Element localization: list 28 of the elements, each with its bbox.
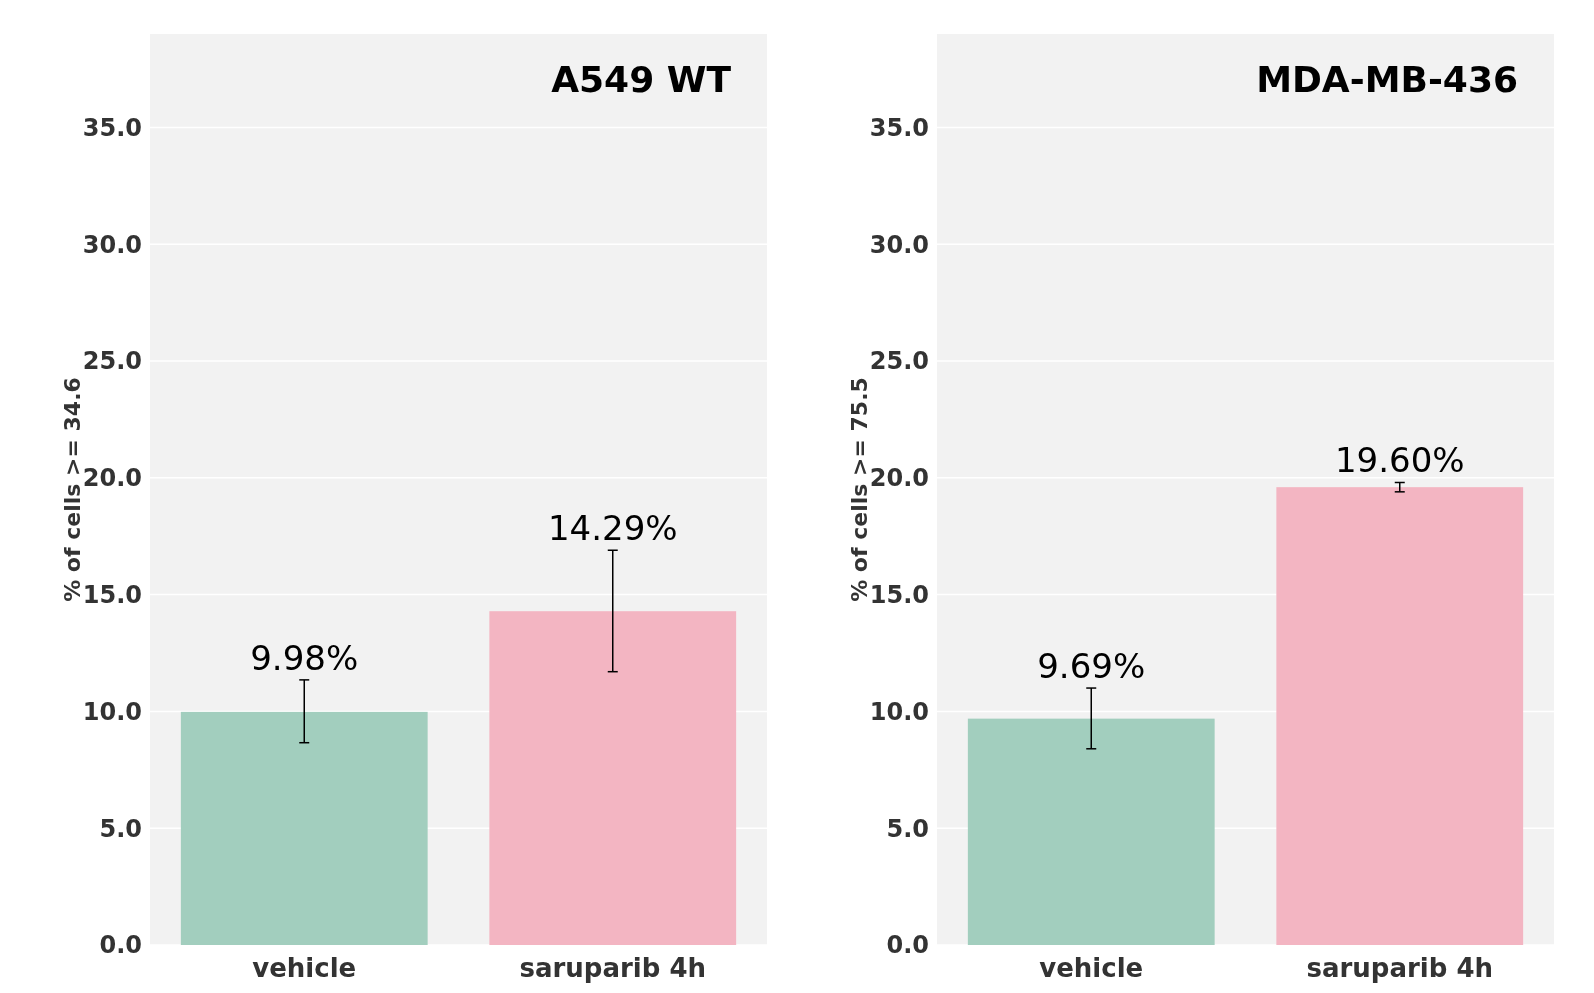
data-label: 9.98%: [250, 637, 359, 678]
x-tick-label: vehicle: [1039, 953, 1144, 983]
y-tick-label: 10.0: [869, 697, 929, 726]
y-tick-label: 25.0: [82, 347, 142, 376]
y-tick-label: 20.0: [82, 464, 142, 493]
x-tick-label: saruparib 4h: [1306, 953, 1494, 983]
y-tick-label: 15.0: [869, 581, 929, 610]
y-tick-label: 30.0: [869, 230, 929, 259]
y-tick-label: 30.0: [82, 230, 142, 259]
text: MDA-MB-436: [1256, 59, 1518, 100]
y-tick-label: 25.0: [869, 347, 929, 376]
y-tick-label: 5.0: [99, 814, 142, 843]
y-tick-label: 5.0: [886, 814, 929, 843]
text: A549 WT: [551, 59, 732, 100]
y-tick-label: 35.0: [82, 113, 142, 142]
data-label: 14.29%: [547, 508, 678, 549]
y-tick-label: 10.0: [82, 697, 142, 726]
y-tick-label: 35.0: [869, 113, 929, 142]
y-axis-title: % of cells >= 34.6: [60, 377, 85, 602]
y-tick-label: 0.0: [886, 931, 929, 960]
data-label: 9.69%: [1037, 646, 1146, 687]
y-tick-label: 15.0: [82, 581, 142, 610]
x-tick-label: saruparib 4h: [519, 953, 707, 983]
y-tick-label: 0.0: [99, 931, 142, 960]
y-axis-title: % of cells >= 75.5: [847, 377, 872, 602]
x-tick-label: vehicle: [252, 953, 357, 983]
data-label: 19.60%: [1334, 440, 1465, 481]
y-tick-label: 20.0: [869, 464, 929, 493]
